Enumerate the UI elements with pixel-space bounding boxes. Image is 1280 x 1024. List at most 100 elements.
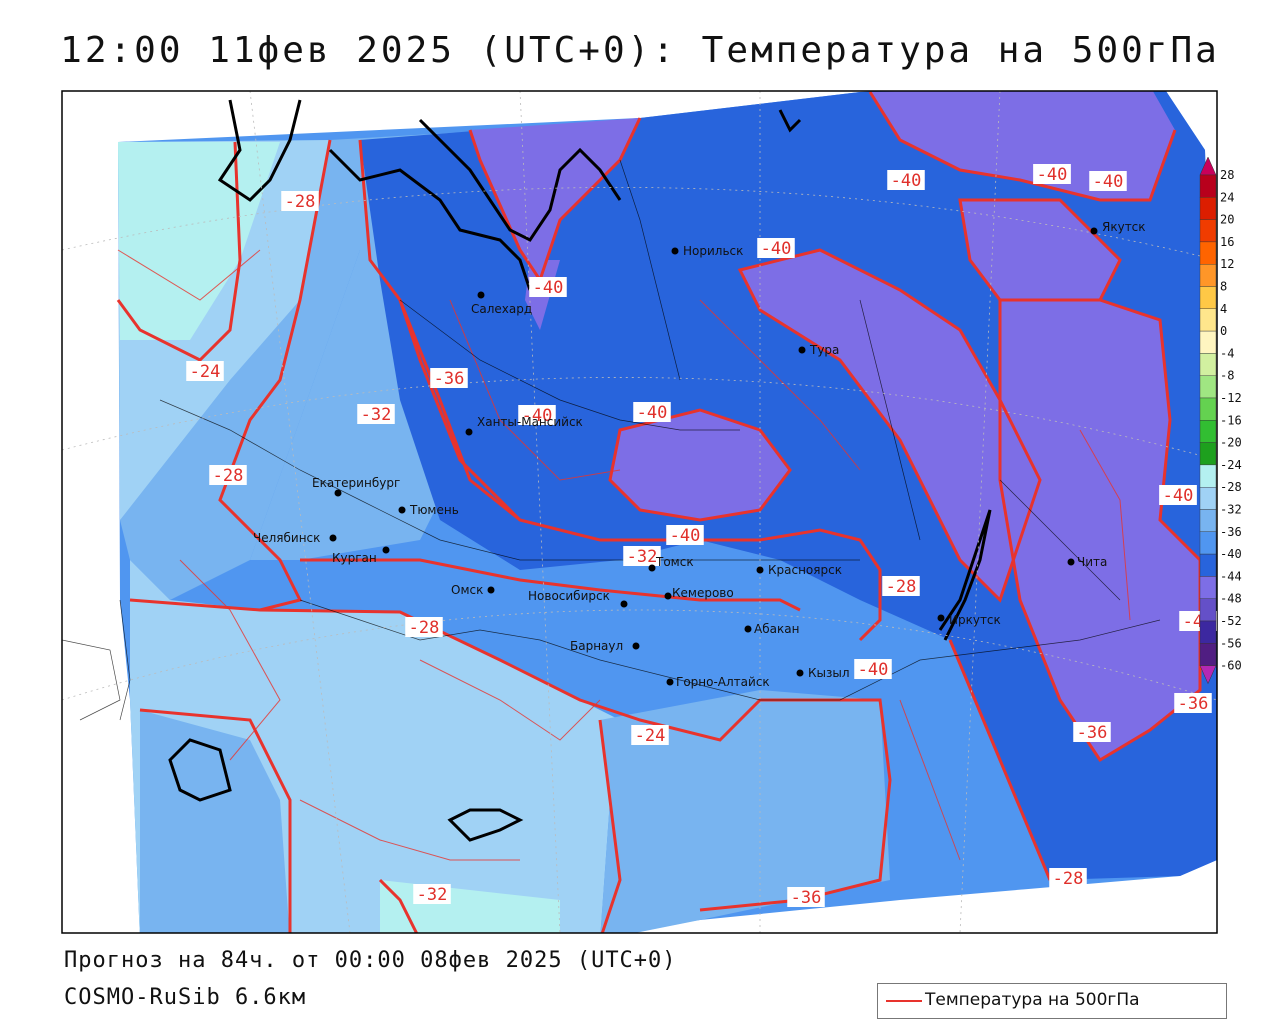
city-dot — [1090, 227, 1098, 235]
colorbar-swatch — [1199, 531, 1217, 555]
city-label: Барнаул — [570, 639, 623, 653]
city-label: Чита — [1077, 555, 1107, 569]
colorbar-tick-label: -16 — [1220, 413, 1242, 427]
city-label: Норильск — [683, 244, 743, 258]
colorbar-swatch — [1199, 420, 1217, 443]
colorbar-tick-label: -36 — [1220, 525, 1242, 539]
city-label: Омск — [451, 583, 483, 597]
legend-label: Температура на 500гПа — [925, 990, 1140, 1010]
city-dot — [465, 428, 473, 436]
isotherm-label: -36 — [1077, 723, 1108, 743]
colorbar-swatch — [1199, 576, 1217, 599]
isotherm-label: -24 — [190, 362, 221, 382]
colorbar-tick-label: 24 — [1220, 190, 1234, 204]
city-dot — [744, 625, 752, 633]
colorbar-swatch — [1199, 509, 1217, 532]
map-border — [61, 90, 1218, 934]
colorbar-swatch — [1199, 330, 1217, 354]
colorbar-swatch — [1199, 241, 1217, 265]
city-label: Горно-Алтайск — [676, 675, 770, 689]
city-label: Кемерово — [672, 586, 734, 600]
city-label: Абакан — [754, 622, 799, 636]
city-label: Ханты-Мансийск — [477, 415, 583, 429]
colorbar-tick-label: -32 — [1220, 503, 1242, 517]
city-dot — [648, 564, 656, 572]
colorbar-tick-label: -44 — [1220, 569, 1242, 583]
city-dot — [382, 546, 390, 554]
isotherm-label: -40 — [670, 526, 701, 546]
isotherm-label: -40 — [1093, 172, 1124, 192]
isotherm-labels: -28-24 -36-32-28-40-40 -40-40-40-40 -40-40-… — [186, 164, 1217, 908]
city-label: Челябинск — [253, 531, 320, 545]
city-label: Екатеринбург — [312, 476, 400, 490]
isotherm-label: -28 — [213, 466, 244, 486]
colorbar-tick-label: -28 — [1220, 480, 1242, 494]
city-dot — [666, 678, 674, 686]
colorbar-tick-label: -52 — [1220, 614, 1242, 628]
map-title: 12:00 11фев 2025 (UTC+0): Температура на… — [60, 30, 1220, 71]
city-dot — [664, 592, 672, 600]
colorbar-tick-label: -48 — [1220, 592, 1242, 606]
city-label: Новосибирск — [528, 589, 610, 603]
city-dot — [671, 247, 679, 255]
city-label: Иркутск — [949, 613, 1001, 627]
colorbar-tick-label: 8 — [1220, 280, 1227, 294]
city-dot — [620, 600, 628, 608]
isotherm-label: -40 — [858, 660, 889, 680]
colorbar-swatch — [1199, 442, 1217, 466]
isotherm-label: -32 — [361, 405, 392, 425]
colorbar-tick-label: 16 — [1220, 235, 1234, 249]
isotherm-label: -28 — [409, 618, 440, 638]
isotherm-lines — [116, 91, 1202, 933]
legend: Температура на 500гПа — [877, 983, 1227, 1019]
colorbar-swatch — [1199, 375, 1217, 399]
city-dot — [1067, 558, 1075, 566]
colorbar-tick-label: 4 — [1220, 302, 1227, 316]
isotherm-label: -24 — [635, 726, 666, 746]
colorbar-swatch — [1199, 643, 1217, 666]
city-markers: Норильск Якутск Салехард Тура Ханты-Мансийск… — [253, 220, 1146, 689]
isotherm-label: -40 — [533, 278, 564, 298]
graticule — [62, 91, 1217, 933]
city-dot — [334, 489, 342, 497]
colorbar-swatch — [1199, 487, 1217, 510]
colorbar-tick-label: -4 — [1220, 346, 1234, 360]
colorbar-swatch — [1199, 174, 1217, 198]
city-label: Томск — [655, 555, 694, 569]
city-dot — [487, 586, 495, 594]
colorbar-tick-label: -40 — [1220, 547, 1242, 561]
city-label: Тюмень — [409, 503, 459, 517]
city-dot — [796, 669, 804, 677]
city-label: Якутск — [1102, 220, 1146, 234]
isotherm-label: -32 — [417, 885, 448, 905]
city-dot — [937, 614, 945, 622]
colorbar-tick-label: -60 — [1220, 659, 1242, 673]
city-dot — [398, 506, 406, 514]
colorbar-swatch — [1199, 219, 1217, 243]
colorbar-swatch — [1199, 598, 1217, 622]
isotherm-label: -40 — [1163, 486, 1194, 506]
city-label: Салехард — [471, 302, 532, 316]
colorbar-swatch — [1199, 553, 1217, 577]
city-dot — [632, 642, 640, 650]
colorbar-swatch — [1199, 464, 1217, 488]
colorbar-tick-label: -56 — [1220, 636, 1242, 650]
colorbar-swatch — [1199, 264, 1217, 287]
isotherm-label: -36 — [791, 888, 822, 908]
model-name: COSMO-RuSib 6.6км — [64, 985, 307, 1010]
colorbar-tick-label: -12 — [1220, 391, 1242, 405]
colorbar: 28 24 20 16 12 8 4 0 -4 -8 -12 -16 -20 -24 -28 -32 -36 -4… — [1199, 156, 1242, 685]
isotherm-label: -28 — [886, 577, 917, 597]
coastlines — [168, 99, 992, 842]
colorbar-swatch — [1199, 620, 1217, 644]
colorbar-tick-label: -20 — [1220, 436, 1242, 450]
isotherm-label: -40 — [522, 406, 553, 426]
colorbar-swatch — [1199, 286, 1217, 309]
colorbar-swatch — [1199, 353, 1217, 376]
forecast-info: Прогноз на 84ч. от 00:00 08фев 2025 (UTC… — [64, 948, 677, 973]
isotherm-label: -28 — [1053, 869, 1084, 889]
colorbar-tick-label: 0 — [1220, 324, 1227, 338]
region-borders — [62, 159, 1161, 721]
isotherm-label: -40 — [891, 171, 922, 191]
city-label: Красноярск — [768, 563, 842, 577]
